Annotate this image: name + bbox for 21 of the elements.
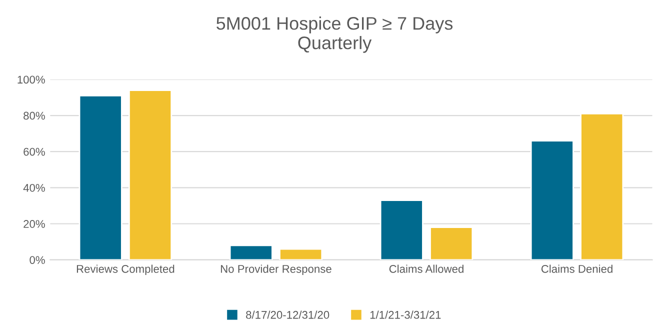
bar — [128, 90, 172, 260]
y-tick-label: 20% — [24, 220, 45, 228]
bar — [380, 200, 424, 260]
x-tick-label: Claims Allowed — [389, 264, 464, 273]
bar — [229, 244, 273, 260]
legend-label: 1/1/21-3/31/21 — [370, 310, 441, 319]
y-tick-label: 60% — [24, 148, 45, 156]
legend-label: 8/17/20-12/31/20 — [246, 310, 330, 319]
x-tick-label: No Provider Response — [220, 264, 332, 276]
y-tick-label: 100% — [18, 76, 45, 84]
chart-title: 5M001 Hospice GIP ≥ 7 Days Quarterly — [216, 16, 453, 53]
bar — [78, 94, 122, 260]
bar — [279, 248, 323, 260]
bar — [580, 113, 624, 260]
bar — [430, 226, 474, 260]
y-tick-label: 40% — [23, 184, 45, 192]
x-tick-label: Claims Denied — [541, 264, 612, 273]
y-tick-label: 0% — [30, 256, 45, 264]
y-tick-label: 80% — [24, 112, 45, 120]
bar — [530, 140, 574, 260]
x-tick-label: Reviews Completed — [76, 264, 174, 276]
